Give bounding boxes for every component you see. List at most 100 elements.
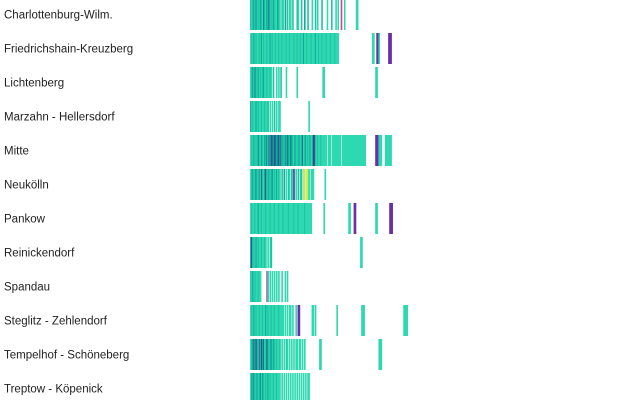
barcode-mark <box>250 33 252 64</box>
barcode-mark <box>295 203 297 234</box>
barcode-mark <box>288 0 291 30</box>
barcode-mark <box>390 135 392 166</box>
barcode-mark <box>308 373 310 400</box>
barcode-mark <box>302 33 305 64</box>
barcode-mark <box>281 135 283 166</box>
barcode-mark <box>353 203 356 234</box>
barcode-mark <box>321 135 323 166</box>
barcode-mark <box>275 33 278 64</box>
barcode-mark <box>348 135 350 166</box>
barcode-mark <box>296 135 299 166</box>
barcode-mark <box>335 33 337 64</box>
barcode-mark <box>337 0 340 30</box>
barcode-mark <box>278 373 280 400</box>
barcode-mark <box>389 135 391 166</box>
barcode-mark <box>270 169 273 200</box>
barcode-mark <box>251 33 253 64</box>
barcode-mark <box>282 0 285 30</box>
barcode-mark <box>314 135 317 166</box>
barcode-mark <box>250 135 252 166</box>
barcode-mark <box>279 0 281 30</box>
barcode-mark <box>295 305 297 336</box>
barcode-mark <box>288 33 291 64</box>
row-label: Treptow - Köpenick <box>4 384 103 396</box>
barcode-mark <box>285 33 288 64</box>
barcode-mark <box>256 169 259 200</box>
barcode-mark <box>268 305 271 336</box>
barcode-mark <box>254 33 256 64</box>
barcode-mark <box>251 203 253 234</box>
barcode-mark <box>269 33 272 64</box>
barcode-mark <box>253 237 255 268</box>
barcode-mark <box>344 135 347 166</box>
barcode-mark <box>261 0 264 30</box>
row-7: Reinickendorf <box>4 237 363 268</box>
barcode-mark <box>293 339 295 370</box>
barcode-mark <box>279 305 281 336</box>
barcode-mark <box>295 33 297 64</box>
barcode-mark <box>321 33 323 64</box>
barcode-mark <box>292 305 294 336</box>
barcode-mark <box>252 135 254 166</box>
barcode-mark <box>272 67 275 98</box>
barcode-mark <box>258 339 261 370</box>
barcode-mark <box>316 0 319 30</box>
barcode-mark <box>355 0 358 30</box>
barcode-mark <box>252 101 254 132</box>
barcode-mark <box>286 339 289 370</box>
barcode-mark <box>333 33 335 64</box>
barcode-mark <box>271 169 274 200</box>
barcode-mark <box>273 339 276 370</box>
barcode-mark <box>259 101 262 132</box>
barcode-mark <box>321 0 323 30</box>
barcode-mark <box>263 67 265 98</box>
barcode-mark <box>284 33 287 64</box>
barcode-mark <box>275 203 278 234</box>
barcode-mark <box>300 373 303 400</box>
barcode-mark <box>288 305 291 336</box>
barcode-mark <box>305 33 307 64</box>
barcode-mark <box>265 169 267 200</box>
barcode-mark <box>253 135 255 166</box>
barcode-mark <box>261 135 264 166</box>
row-label: Steglitz - Zehlendorf <box>4 316 108 328</box>
barcode-mark <box>288 169 291 200</box>
barcode-mark <box>320 339 322 370</box>
barcode-mark <box>264 135 266 166</box>
barcode-mark <box>310 135 313 166</box>
barcode-mark <box>280 305 282 336</box>
barcode-mark <box>261 305 264 336</box>
barcode-mark <box>293 203 295 234</box>
barcode-mark <box>274 305 277 336</box>
barcode-mark <box>254 271 256 302</box>
barcode-mark <box>259 135 262 166</box>
barcode-mark <box>256 271 259 302</box>
barcode-mark <box>337 135 340 166</box>
barcode-mark <box>255 271 258 302</box>
barcode-mark <box>292 135 294 166</box>
barcode-mark <box>274 169 277 200</box>
barcode-mark <box>268 67 271 98</box>
barcode-mark <box>361 237 363 268</box>
barcode-mark <box>291 339 293 370</box>
barcode-mark <box>297 0 300 30</box>
barcode-mark <box>280 135 282 166</box>
barcode-mark <box>263 0 265 30</box>
barcode-mark <box>267 169 269 200</box>
barcode-mark <box>271 305 274 336</box>
barcode-mark <box>258 237 261 268</box>
barcode-mark <box>269 373 272 400</box>
barcode-mark <box>404 305 406 336</box>
barcode-mark <box>285 135 288 166</box>
barcode-mark <box>273 373 276 400</box>
barcode-mark <box>263 101 265 132</box>
barcode-mark <box>254 67 256 98</box>
barcode-mark <box>300 33 303 64</box>
barcode-mark <box>251 67 253 98</box>
barcode-mark <box>264 237 266 268</box>
barcode-mark <box>297 203 300 234</box>
barcode-mark <box>255 101 258 132</box>
barcode-mark <box>287 33 290 64</box>
barcode-mark <box>277 203 279 234</box>
barcode-mark <box>305 203 307 234</box>
